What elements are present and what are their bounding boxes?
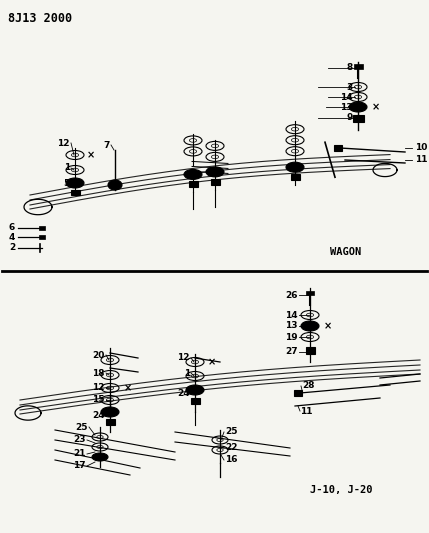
Text: 24: 24: [92, 411, 105, 421]
Text: 15: 15: [93, 395, 105, 405]
Ellipse shape: [286, 162, 304, 172]
Text: 3: 3: [347, 83, 353, 92]
Bar: [294, 390, 302, 396]
Text: ×: ×: [372, 102, 380, 112]
Text: 17: 17: [73, 462, 86, 471]
Bar: [106, 419, 115, 425]
Text: 23: 23: [73, 435, 86, 445]
Bar: [188, 181, 197, 188]
Text: ×: ×: [208, 357, 216, 367]
Text: 25: 25: [76, 423, 88, 432]
Text: 22: 22: [225, 443, 238, 453]
Ellipse shape: [108, 180, 122, 190]
Text: ×: ×: [324, 321, 332, 331]
Bar: [290, 174, 299, 180]
Ellipse shape: [92, 453, 108, 461]
Text: 25: 25: [225, 427, 238, 437]
Bar: [353, 115, 363, 122]
Text: 6: 6: [9, 223, 15, 232]
Text: 8J13 2000: 8J13 2000: [8, 12, 72, 25]
Text: 21: 21: [73, 449, 86, 458]
Text: 18: 18: [93, 368, 105, 377]
Text: ×: ×: [87, 150, 95, 160]
Text: 14: 14: [340, 93, 353, 101]
Bar: [70, 190, 79, 195]
Text: 7: 7: [104, 141, 110, 149]
Text: 11: 11: [415, 156, 428, 165]
Text: 20: 20: [93, 351, 105, 359]
Text: 12: 12: [93, 384, 105, 392]
Bar: [305, 346, 314, 353]
Text: 26: 26: [286, 290, 298, 300]
Bar: [190, 398, 199, 404]
Bar: [306, 291, 314, 295]
Bar: [353, 63, 363, 69]
Text: 9: 9: [347, 114, 353, 123]
Ellipse shape: [101, 407, 119, 417]
Text: 14: 14: [285, 311, 298, 319]
Bar: [39, 226, 45, 230]
Text: 5: 5: [64, 179, 70, 188]
Text: 1: 1: [64, 164, 70, 173]
Text: 1: 1: [184, 368, 190, 377]
Text: WAGON: WAGON: [330, 247, 361, 257]
Ellipse shape: [184, 169, 202, 180]
Text: 12: 12: [178, 353, 190, 362]
Ellipse shape: [349, 102, 367, 112]
Text: 19: 19: [285, 333, 298, 342]
Ellipse shape: [206, 167, 224, 177]
Text: 12: 12: [57, 139, 70, 148]
Text: ×: ×: [124, 383, 132, 393]
Bar: [39, 235, 45, 239]
Text: 16: 16: [225, 456, 238, 464]
Ellipse shape: [186, 385, 204, 395]
Text: 13: 13: [286, 321, 298, 330]
Text: 13: 13: [341, 102, 353, 111]
Text: 28: 28: [302, 382, 314, 391]
Text: 2: 2: [9, 244, 15, 253]
Text: 24: 24: [177, 390, 190, 399]
Bar: [211, 179, 220, 185]
Text: 10: 10: [415, 143, 427, 152]
Bar: [334, 145, 342, 151]
Text: 8: 8: [347, 63, 353, 72]
Text: 4: 4: [9, 232, 15, 241]
Ellipse shape: [301, 321, 319, 331]
Text: 27: 27: [285, 348, 298, 357]
Text: 11: 11: [300, 408, 312, 416]
Ellipse shape: [66, 178, 84, 188]
Text: J-10, J-20: J-10, J-20: [310, 485, 372, 495]
